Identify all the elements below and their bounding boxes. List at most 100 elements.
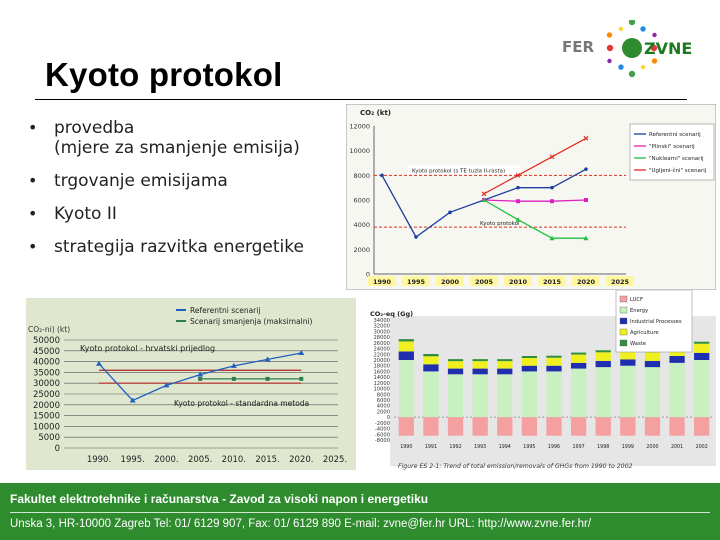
bar-segment bbox=[497, 417, 513, 436]
x-tick-background bbox=[538, 276, 566, 286]
legend-swatch bbox=[619, 317, 628, 325]
y-tick-label: 10000 bbox=[373, 387, 390, 393]
data-point bbox=[515, 217, 521, 222]
y-tick-label: 12000 bbox=[373, 381, 390, 387]
logo-dot bbox=[606, 32, 613, 38]
legend-label: LUCF bbox=[630, 297, 643, 303]
data-point bbox=[163, 382, 170, 388]
x-tick-label: 2025 bbox=[611, 278, 630, 286]
legend-box bbox=[615, 290, 693, 353]
bar-segment bbox=[694, 417, 710, 436]
data-point bbox=[550, 199, 554, 204]
bar-segment bbox=[447, 368, 464, 375]
legend-label: Referentni scenarij bbox=[649, 132, 701, 138]
y-tick-label: 35000 bbox=[33, 368, 60, 378]
y-tick-label: 32000 bbox=[373, 324, 390, 330]
legend-swatch bbox=[619, 295, 628, 303]
y-tick-label: 10000 bbox=[349, 147, 370, 155]
x-tick-background bbox=[402, 276, 430, 286]
data-point bbox=[265, 376, 270, 381]
bullet-item: provedba(mjere za smanjenje emisija) bbox=[28, 118, 304, 158]
x-tick-label: 2010. bbox=[222, 455, 246, 465]
bar-segment bbox=[694, 343, 710, 353]
x-tick-label: 1995 bbox=[407, 278, 426, 286]
logo-dot bbox=[606, 44, 614, 52]
y-tick-label: 14000 bbox=[373, 375, 390, 381]
x-tick-background bbox=[504, 276, 532, 286]
y-tick-label: 6000 bbox=[353, 197, 370, 205]
y-tick-label: 4000 bbox=[353, 221, 370, 229]
footer-contact: Unska 3, HR-10000 Zagreb Tel: 01/ 6129 9… bbox=[10, 518, 592, 530]
y-tick-label: 30000 bbox=[373, 329, 390, 335]
series-line bbox=[483, 199, 587, 202]
slide-title: Kyoto protokol bbox=[45, 56, 283, 93]
data-point bbox=[129, 397, 136, 403]
bar-segment bbox=[694, 360, 710, 418]
footer-divider bbox=[10, 512, 710, 513]
x-tick-background bbox=[436, 276, 464, 286]
footer-bar: Fakultet elektrotehnike i računarstva - … bbox=[0, 483, 720, 540]
footer-institution: Fakultet elektrotehnike i računarstva - … bbox=[10, 492, 429, 506]
bar-segment bbox=[644, 417, 661, 436]
data-point bbox=[583, 135, 589, 141]
data-point bbox=[584, 167, 588, 171]
data-point bbox=[264, 356, 271, 362]
bar-segment bbox=[694, 341, 710, 344]
x-tick-label: 1995. bbox=[121, 455, 145, 465]
bar-segment bbox=[620, 350, 636, 360]
y-tick-label: 12000 bbox=[349, 123, 370, 131]
bar-segment bbox=[497, 361, 513, 369]
data-point bbox=[583, 235, 589, 241]
bullet-text: strategija razvitka energetike bbox=[54, 237, 304, 257]
x-tick-background bbox=[572, 276, 600, 286]
bar-segment bbox=[472, 359, 488, 362]
x-tick-label: 1998 bbox=[597, 444, 609, 450]
y-tick-label: 34000 bbox=[373, 318, 390, 324]
data-point bbox=[298, 349, 305, 355]
bar-segment bbox=[546, 357, 562, 366]
bar-segment bbox=[398, 339, 414, 342]
y-tick-label: 20000 bbox=[33, 401, 60, 411]
legend-label: Waste bbox=[630, 341, 646, 347]
bar-segment bbox=[472, 361, 488, 369]
logo-dot bbox=[652, 32, 657, 38]
x-tick-label: 1990 bbox=[373, 278, 392, 286]
x-tick-label: 1995 bbox=[523, 444, 535, 450]
bar-segment bbox=[546, 365, 562, 372]
bar-segment bbox=[620, 359, 636, 366]
annotation-label: Kyoto protokol - hrvatski prijedlog bbox=[80, 344, 215, 353]
legend-swatch bbox=[619, 306, 628, 314]
x-tick-label: 1990. bbox=[87, 455, 111, 465]
chart-caption: Figure ES 2-1: Trend of total emission/r… bbox=[398, 462, 633, 470]
x-tick-label: 1994 bbox=[499, 444, 511, 450]
bar-segment bbox=[423, 354, 439, 357]
co2-croatia-chart: CO₂-ni) (kt) 0500010000150002000025000300… bbox=[26, 298, 356, 470]
bar-segment bbox=[620, 417, 636, 436]
bar-segment bbox=[472, 417, 488, 436]
x-tick-label: 1990 bbox=[400, 444, 412, 450]
data-point bbox=[550, 185, 554, 190]
legend-swatch bbox=[619, 339, 628, 347]
logo-dot bbox=[640, 26, 646, 32]
x-tick-label: 1997 bbox=[573, 444, 585, 450]
logo-dot bbox=[640, 64, 646, 70]
logo-dots bbox=[606, 20, 658, 78]
y-tick-label: 28000 bbox=[373, 335, 390, 341]
bar-segment bbox=[546, 371, 562, 418]
bullet-text: trgovanje emisijama bbox=[54, 171, 228, 191]
bullet-item: strategija razvitka energetike bbox=[28, 237, 304, 257]
y-tick-label: 40000 bbox=[33, 358, 60, 368]
y-tick-label: 0 bbox=[55, 444, 60, 454]
bar-segment bbox=[570, 354, 587, 363]
legend-label: "Plinski" scenarij bbox=[649, 144, 695, 150]
x-tick-label: 2000. bbox=[154, 455, 178, 465]
bar-segment bbox=[521, 358, 538, 366]
bar-segment bbox=[570, 417, 587, 436]
y-tick-label: 0 bbox=[387, 415, 390, 421]
bar-segment bbox=[595, 417, 611, 436]
x-tick-label: 2005 bbox=[475, 278, 494, 286]
y-axis-label: CO₂ (kt) bbox=[360, 109, 391, 117]
data-point bbox=[198, 376, 203, 381]
logo-dot bbox=[628, 70, 636, 78]
bar-segment bbox=[447, 374, 464, 418]
